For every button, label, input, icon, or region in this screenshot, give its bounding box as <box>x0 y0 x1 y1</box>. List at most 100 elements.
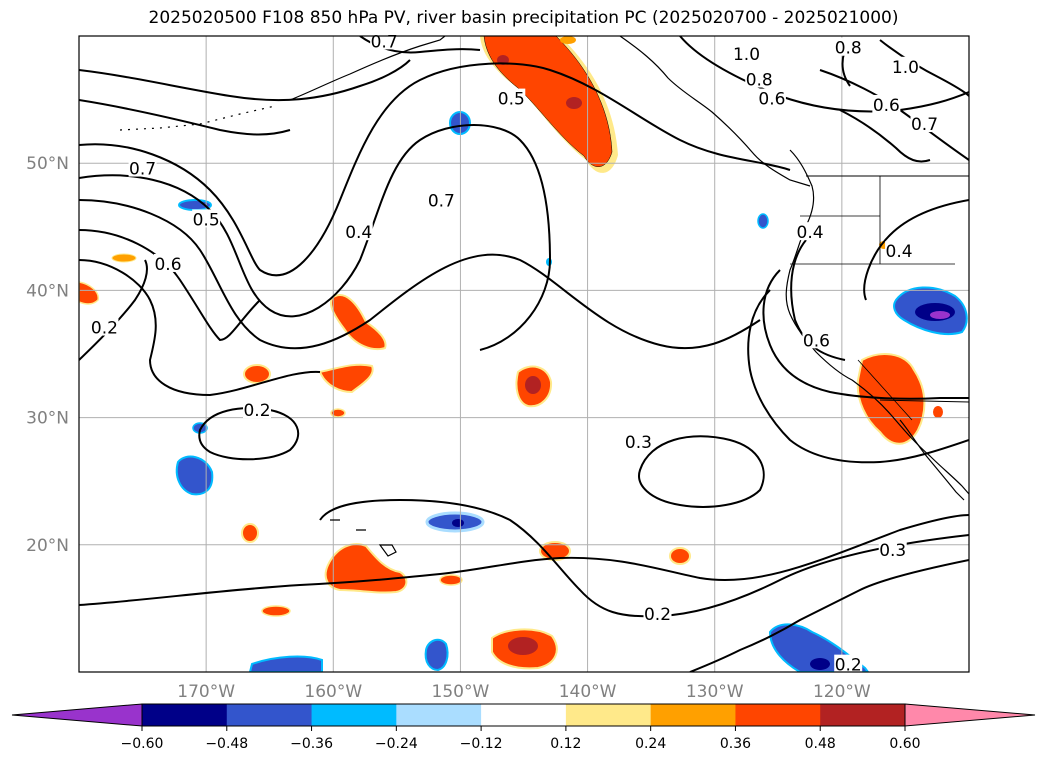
precip-negative-blob <box>930 311 950 319</box>
lon-tick-label: 130°W <box>686 682 744 702</box>
contour-labels: 0.71.00.80.60.81.00.60.70.50.70.50.40.70… <box>90 31 939 676</box>
precip-positive-blob <box>324 543 408 594</box>
precip-positive-blob <box>439 574 463 586</box>
contour-label-halo <box>891 56 920 75</box>
contour-label-halo <box>624 432 653 451</box>
contour-label-halo <box>745 69 774 88</box>
gridlines <box>79 36 969 672</box>
pv-contour-layer <box>79 36 969 672</box>
contour-label-halo <box>834 654 863 673</box>
precip-positive-blob <box>111 253 137 263</box>
contour-label-halo <box>910 114 939 133</box>
contour-label: 0.3 <box>625 433 652 453</box>
contour-label-halo <box>872 94 901 113</box>
precip-positive-blob <box>261 605 291 617</box>
pv-contour <box>762 269 969 400</box>
pv-contour <box>790 239 846 361</box>
pv-contour <box>319 498 969 618</box>
precip-negative-blob <box>757 213 769 229</box>
colorbar-segment <box>226 704 313 726</box>
contour-label: 1.0 <box>892 58 919 78</box>
precip-positive-blob <box>318 363 374 394</box>
chart-title: 2025020500 F108 850 hPa PV, river basin … <box>148 8 899 28</box>
colorbar-frame <box>141 703 906 727</box>
pv-contour <box>689 559 969 672</box>
colorbar-extend-low <box>11 703 143 727</box>
colorbar-segment <box>650 704 736 726</box>
baja-coastline <box>899 419 965 501</box>
colorbar-tick-label: 0.24 <box>635 736 666 752</box>
contour-label-halo <box>90 317 119 336</box>
colorbar-segment <box>735 704 821 726</box>
precip-positive-blob <box>933 406 943 418</box>
contour-label: 0.4 <box>886 242 913 262</box>
lon-tick-label: 170°W <box>177 682 235 702</box>
precip-positive-blob <box>79 281 99 305</box>
lat-tick-label: 30°N <box>26 409 69 429</box>
contour-label-halo <box>834 37 863 56</box>
pv-contour <box>79 259 321 397</box>
contour-label: 0.6 <box>154 255 181 275</box>
precip-positive-blob <box>480 36 618 173</box>
lon-tick-label: 120°W <box>813 682 871 702</box>
contour-label-halo <box>427 190 456 209</box>
contour-label-halo <box>128 158 157 177</box>
precip-positive-blob <box>330 294 387 350</box>
contour-label-halo <box>878 540 907 559</box>
colorbar-segment <box>481 704 567 726</box>
pv-contour <box>198 407 300 461</box>
precip-positive-blob <box>241 523 259 543</box>
longitude-labels: 170°W 160°W 150°W 140°W 130°W 120°W <box>177 682 871 702</box>
contour-label: 0.2 <box>91 319 118 339</box>
precip-positive-blob <box>508 637 538 655</box>
precip-negative-blob <box>452 519 464 527</box>
precip-positive-blob <box>539 541 571 561</box>
contour-label: 0.4 <box>797 223 824 243</box>
contour-label-halo <box>802 330 831 349</box>
colorbar-tick-label: −0.12 <box>460 736 503 752</box>
colorbar-segment <box>396 704 482 726</box>
pv-contour <box>79 59 411 102</box>
pv-contour <box>79 514 969 606</box>
contour-label: 0.2 <box>243 401 270 421</box>
colorbar-tick-label: −0.48 <box>205 736 248 752</box>
contour-label-halo <box>732 44 761 63</box>
colorbar-tick-label: 0.36 <box>720 736 751 752</box>
contour-label: 0.2 <box>835 656 862 676</box>
colorbar-tick-label: −0.24 <box>375 736 418 752</box>
precip-positive-blob <box>243 364 271 384</box>
contour-label: 0.6 <box>758 90 785 110</box>
contour-label: 0.3 <box>879 541 906 561</box>
precip-positive-blob <box>560 36 576 44</box>
colorbar-segment <box>820 704 906 726</box>
contour-label-halo <box>796 222 825 241</box>
colorbar: −0.60 −0.48 −0.36 −0.24 −0.12 0.12 0.24 0.36 0.4… <box>11 703 1036 752</box>
contour-label: 0.5 <box>498 90 525 110</box>
contour-label-halo <box>344 222 373 241</box>
latitude-labels: 20°N 30°N 40°N 50°N <box>26 154 69 556</box>
lon-tick-label: 160°W <box>304 682 362 702</box>
precip-negative-blob <box>810 658 830 670</box>
aleutian-islands <box>119 105 276 131</box>
contour-label: 0.6 <box>803 331 830 351</box>
pv-contour <box>638 435 765 508</box>
lat-tick-label: 50°N <box>26 154 69 174</box>
precip-negative-blob <box>424 638 449 672</box>
alaska-coastline <box>289 36 446 101</box>
contour-label: 1.0 <box>733 45 760 65</box>
contour-label: 0.7 <box>428 191 455 211</box>
pv-contour <box>79 62 791 277</box>
contour-label: 0.4 <box>345 223 372 243</box>
colorbar-tick-label: 0.48 <box>805 736 836 752</box>
contour-label: 0.8 <box>835 39 862 59</box>
colorbar-segment <box>565 704 652 726</box>
hawaii-islands <box>330 519 397 557</box>
precip-shading-layer <box>79 36 968 672</box>
pv-contour <box>879 39 969 97</box>
colorbar-tick-label: −0.36 <box>290 736 333 752</box>
precip-positive-blob <box>330 408 346 418</box>
pv-contour <box>79 259 148 361</box>
pv-contour <box>79 199 761 350</box>
state-border <box>790 176 955 421</box>
